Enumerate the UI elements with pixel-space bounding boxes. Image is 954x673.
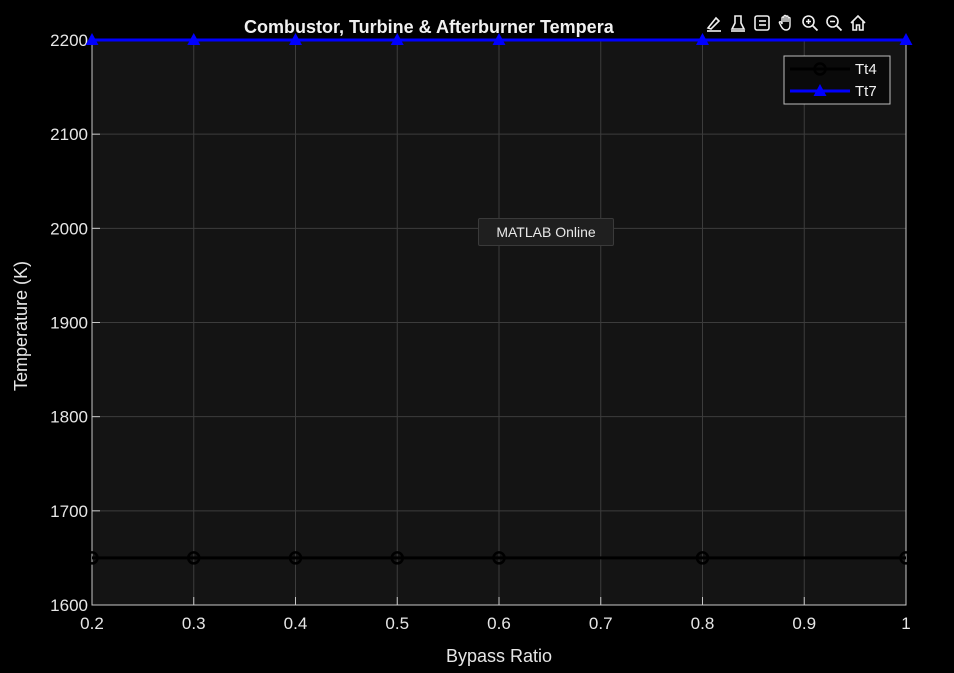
matlab-online-tooltip: MATLAB Online bbox=[478, 218, 614, 246]
data-point-tt4 bbox=[390, 551, 404, 565]
legend-tt7-marker bbox=[813, 84, 827, 96]
data-tips-button[interactable] bbox=[727, 12, 749, 34]
restore-view-button[interactable] bbox=[847, 12, 869, 34]
x-tick-label: 0.9 bbox=[792, 614, 816, 633]
brush-icon bbox=[706, 16, 721, 32]
data-point-tt4 bbox=[187, 551, 201, 565]
data-point-tt4 bbox=[85, 551, 99, 565]
y-axis-label: Temperature (K) bbox=[11, 261, 31, 391]
legend-tt4-marker bbox=[813, 62, 827, 76]
x-tick-label: 0.2 bbox=[80, 614, 104, 633]
x-tick-label: 0.6 bbox=[487, 614, 511, 633]
legend-tt7-label: Tt7 bbox=[855, 83, 877, 100]
data-point-tt7 bbox=[390, 33, 404, 45]
y-tick-label: 1800 bbox=[50, 408, 88, 427]
x-tick-label: 0.8 bbox=[691, 614, 715, 633]
y-ticks: 1600 1700 1800 1900 2000 2100 2200 bbox=[50, 31, 100, 615]
legend-box bbox=[783, 55, 891, 105]
y-tick-label: 2000 bbox=[50, 219, 88, 238]
zoom-in-button[interactable] bbox=[799, 12, 821, 34]
data-point-tt7 bbox=[289, 33, 302, 45]
data-point-tt7 bbox=[187, 33, 201, 45]
data-point-tt7 bbox=[85, 33, 99, 45]
data-point-tt4 bbox=[899, 551, 913, 565]
legend-tt4-label: Tt4 bbox=[855, 61, 877, 78]
legend-toggle-icon bbox=[754, 15, 770, 31]
series-layer bbox=[85, 33, 913, 565]
y-tick-label: 2100 bbox=[50, 125, 88, 144]
legend[interactable]: Tt4 Tt7 bbox=[783, 55, 891, 105]
zoom-in-icon bbox=[802, 15, 819, 32]
data-point-tt4 bbox=[492, 551, 506, 565]
x-tick-label: 0.7 bbox=[589, 614, 613, 633]
x-tick-label: 0.4 bbox=[284, 614, 308, 633]
data-point-tt4 bbox=[288, 551, 303, 565]
data-tips-icon bbox=[730, 15, 746, 32]
legend-toggle-button[interactable] bbox=[751, 12, 773, 34]
y-tick-label: 1900 bbox=[50, 314, 88, 333]
zoom-out-button[interactable] bbox=[823, 12, 845, 34]
home-icon bbox=[850, 14, 866, 31]
x-tick-label: 1 bbox=[901, 614, 910, 633]
brush-button[interactable] bbox=[703, 12, 725, 34]
pan-button[interactable] bbox=[775, 12, 797, 34]
axes-toolbar bbox=[703, 12, 869, 34]
zoom-out-icon bbox=[826, 15, 843, 32]
pan-hand-icon bbox=[778, 14, 791, 31]
x-ticks: 0.2 0.3 0.4 0.5 0.6 0.7 0.8 0.9 1 bbox=[80, 597, 911, 633]
data-point-tt4 bbox=[695, 551, 710, 565]
y-tick-label: 2200 bbox=[50, 31, 88, 50]
data-point-tt7 bbox=[899, 33, 913, 45]
x-axis-label: Bypass Ratio bbox=[446, 646, 552, 666]
x-tick-label: 0.5 bbox=[385, 614, 409, 633]
y-tick-label: 1700 bbox=[50, 502, 88, 521]
data-point-tt7 bbox=[696, 33, 709, 45]
y-tick-label: 1600 bbox=[50, 596, 88, 615]
chart-title: Combustor, Turbine & Afterburner Tempera bbox=[244, 17, 615, 37]
x-tick-label: 0.3 bbox=[182, 614, 206, 633]
data-point-tt7 bbox=[492, 33, 506, 45]
